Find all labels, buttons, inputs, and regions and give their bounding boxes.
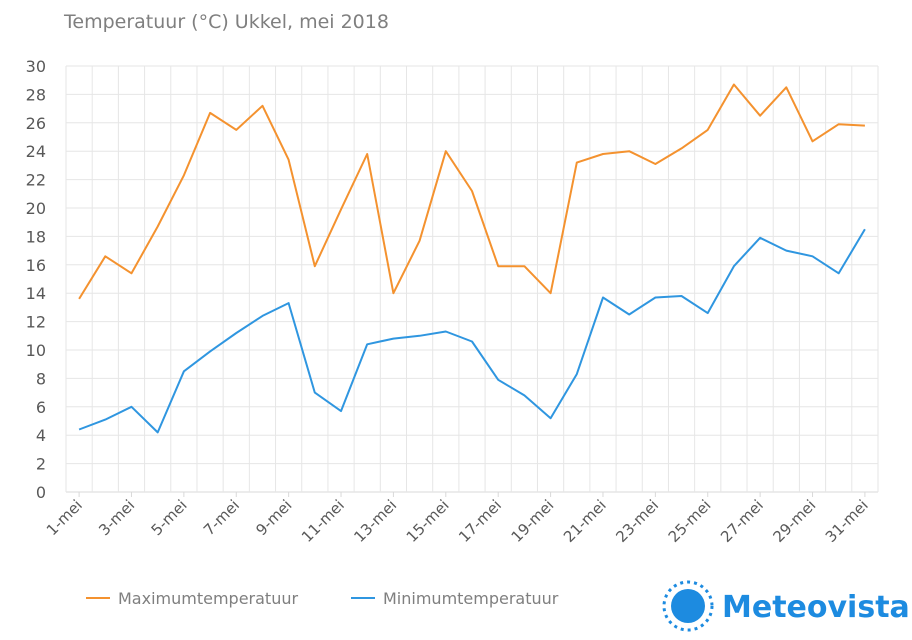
y-tick-label: 16: [26, 256, 46, 275]
y-tick-label: 10: [26, 341, 46, 360]
y-tick-label: 6: [36, 398, 46, 417]
y-tick-label: 28: [26, 85, 46, 104]
legend-label-max: Maximumtemperatuur: [118, 589, 298, 608]
y-tick-label: 8: [36, 369, 46, 388]
y-tick-label: 26: [26, 114, 46, 133]
x-tick-label: 21-mei: [560, 496, 610, 546]
x-tick-label: 29-mei: [769, 496, 819, 546]
chart-title: Temperatuur (°C) Ukkel, mei 2018: [63, 11, 389, 33]
series-line-max: [78, 83, 865, 300]
y-tick-label: 30: [26, 57, 46, 76]
legend-label-min: Minimumtemperatuur: [383, 589, 559, 608]
x-tick-label: 9-mei: [252, 496, 295, 539]
series-layer: [78, 83, 866, 434]
x-tick-label: 25-mei: [665, 496, 715, 546]
series-line-min: [78, 228, 866, 434]
y-tick-label: 18: [26, 227, 46, 246]
x-tick-label: 3-mei: [95, 496, 138, 539]
y-tick-label: 14: [26, 284, 46, 303]
x-axis-ticks: 1-mei 3-mei 5-mei 7-mei 9-mei 11-mei 13-mei 15-…: [43, 492, 872, 546]
x-tick-label: 5-mei: [148, 496, 191, 539]
y-tick-label: 22: [26, 171, 46, 190]
x-tick-label: 17-mei: [455, 496, 505, 546]
x-tick-label: 15-mei: [403, 496, 453, 546]
x-tick-label: 27-mei: [717, 496, 767, 546]
sun-icon: [662, 580, 714, 632]
x-tick-label: 31-mei: [822, 496, 872, 546]
brand-name: Meteovista: [722, 590, 910, 625]
x-tick-label: 1-mei: [43, 496, 86, 539]
x-tick-label: 19-mei: [508, 496, 558, 546]
y-tick-label: 4: [36, 426, 46, 445]
y-tick-label: 12: [26, 313, 46, 332]
x-tick-label: 7-mei: [200, 496, 243, 539]
y-tick-label: 20: [26, 199, 46, 218]
legend: Maximumtemperatuur Minimumtemperatuur: [86, 589, 559, 608]
y-tick-label: 24: [26, 142, 46, 161]
x-tick-label: 11-mei: [298, 496, 348, 546]
grid-layer: [65, 65, 879, 493]
x-tick-label: 23-mei: [612, 496, 662, 546]
y-tick-label: 2: [36, 455, 46, 474]
x-tick-label: 13-mei: [350, 496, 400, 546]
y-tick-label: 0: [36, 483, 46, 502]
brand-logo: Meteovista: [662, 580, 910, 632]
